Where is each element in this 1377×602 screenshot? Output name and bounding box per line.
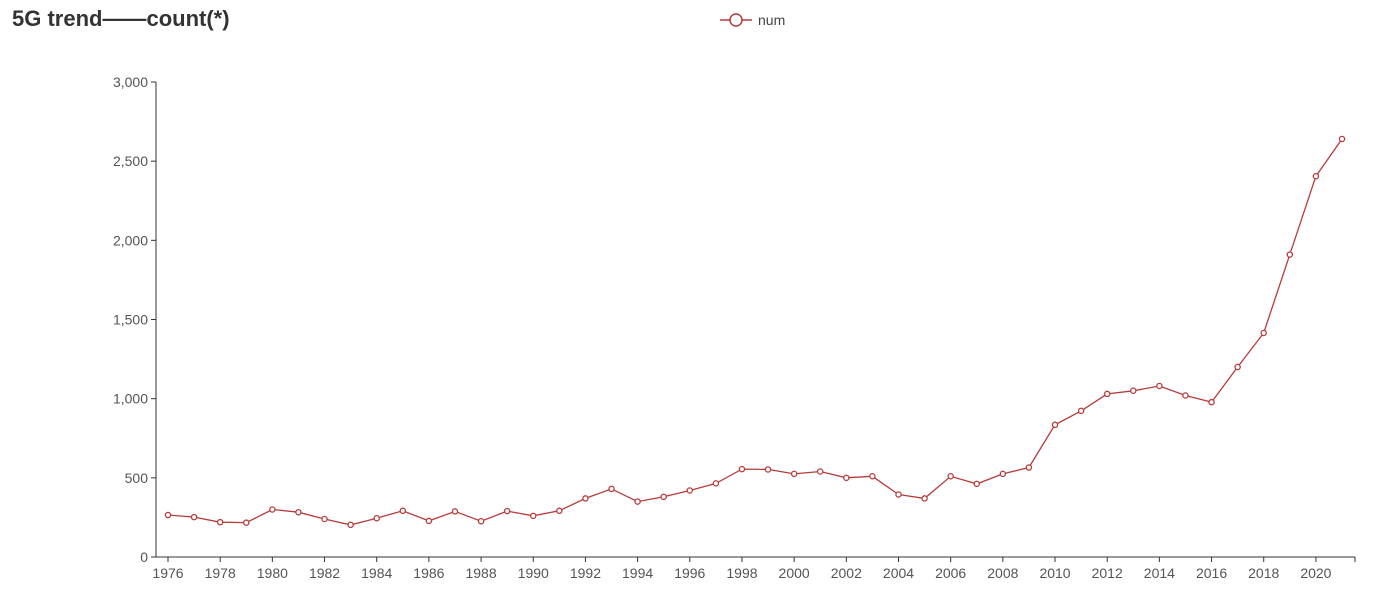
data-point[interactable]	[1182, 392, 1189, 399]
data-point[interactable]	[790, 470, 798, 478]
data-point[interactable]	[1208, 398, 1215, 406]
x-tick-label: 2000	[779, 565, 810, 581]
data-point[interactable]	[1286, 251, 1294, 258]
y-axis: 0 500 1,000 1,500 2,000 2,500 3,000	[113, 74, 157, 565]
data-point[interactable]	[1130, 387, 1137, 394]
data-point[interactable]	[529, 512, 537, 520]
y-tick-label: 0	[140, 549, 148, 565]
data-point[interactable]	[686, 487, 694, 494]
data-point[interactable]	[1025, 464, 1033, 471]
data-point[interactable]	[1312, 172, 1320, 180]
data-point[interactable]	[477, 517, 485, 525]
chart-title: 5G trend——count(*)	[12, 6, 230, 31]
x-tick-label: 1988	[465, 565, 496, 581]
x-tick-label: 1980	[257, 565, 288, 581]
x-tick-label: 1976	[152, 565, 183, 581]
x-tick-label: 1998	[726, 565, 757, 581]
data-point[interactable]	[816, 468, 824, 475]
y-tick-label: 2,000	[113, 232, 148, 248]
x-tick-label: 1994	[622, 565, 653, 581]
x-tick-label: 2016	[1196, 565, 1227, 581]
data-point[interactable]	[921, 495, 928, 502]
data-point[interactable]	[295, 508, 302, 516]
series-line	[167, 138, 1343, 526]
data-point[interactable]	[843, 474, 850, 482]
x-tick-label: 2006	[935, 565, 966, 581]
data-point[interactable]	[1338, 135, 1346, 143]
data-point[interactable]	[1077, 407, 1085, 415]
data-point[interactable]	[1234, 363, 1241, 371]
data-point[interactable]	[1260, 329, 1267, 337]
x-tick-label: 2004	[883, 565, 914, 581]
data-point[interactable]	[556, 507, 563, 515]
y-tick-label: 3,000	[113, 74, 148, 90]
x-tick-label: 2020	[1300, 565, 1331, 581]
data-point[interactable]	[503, 507, 511, 515]
x-axis: 1976 1978 1980 1982 1984 1986 1988 1990 1992 1994…	[152, 556, 1356, 581]
data-point[interactable]	[895, 491, 902, 498]
data-point[interactable]	[164, 511, 172, 519]
x-tick-label: 2008	[987, 565, 1018, 581]
data-point[interactable]	[269, 506, 276, 513]
data-point[interactable]	[973, 480, 981, 488]
x-tick-label: 1984	[361, 565, 392, 581]
data-point[interactable]	[321, 515, 328, 523]
x-tick-label: 1996	[674, 565, 705, 581]
data-point[interactable]	[216, 518, 224, 526]
data-point[interactable]	[399, 507, 407, 515]
legend[interactable]: num	[720, 10, 785, 30]
data-point[interactable]	[1103, 390, 1111, 398]
data-point[interactable]	[660, 493, 667, 501]
data-point[interactable]	[608, 485, 615, 493]
series-num	[164, 135, 1346, 529]
data-point[interactable]	[373, 514, 380, 522]
y-tick-label: 1,000	[113, 391, 148, 407]
legend-line-icon	[720, 13, 752, 27]
x-tick-label: 2010	[1039, 565, 1070, 581]
data-point[interactable]	[451, 508, 459, 515]
data-point[interactable]	[764, 466, 772, 473]
y-tick-label: 1,500	[113, 312, 148, 328]
x-tick-label: 1982	[309, 565, 340, 581]
data-point[interactable]	[347, 521, 354, 529]
data-point[interactable]	[999, 470, 1007, 478]
x-tick-label: 1978	[205, 565, 236, 581]
y-tick-label: 500	[125, 470, 149, 486]
y-tick-label: 2,500	[113, 153, 148, 169]
x-tick-label: 2018	[1248, 565, 1279, 581]
data-point[interactable]	[582, 495, 589, 502]
data-point[interactable]	[190, 513, 198, 521]
data-point[interactable]	[947, 472, 954, 480]
data-point[interactable]	[1156, 382, 1163, 390]
x-tick-label: 2012	[1092, 565, 1123, 581]
data-point[interactable]	[1051, 421, 1059, 429]
x-tick-label: 2002	[831, 565, 862, 581]
data-point[interactable]	[869, 472, 876, 480]
data-point[interactable]	[634, 498, 641, 505]
x-tick-label: 1986	[413, 565, 444, 581]
legend-label: num	[758, 12, 786, 28]
x-tick-label: 1990	[518, 565, 549, 581]
x-tick-label: 2014	[1144, 565, 1175, 581]
x-tick-label: 1992	[570, 565, 601, 581]
data-point[interactable]	[712, 480, 720, 487]
data-point[interactable]	[738, 465, 746, 473]
data-point[interactable]	[243, 519, 250, 526]
data-point[interactable]	[425, 517, 433, 525]
